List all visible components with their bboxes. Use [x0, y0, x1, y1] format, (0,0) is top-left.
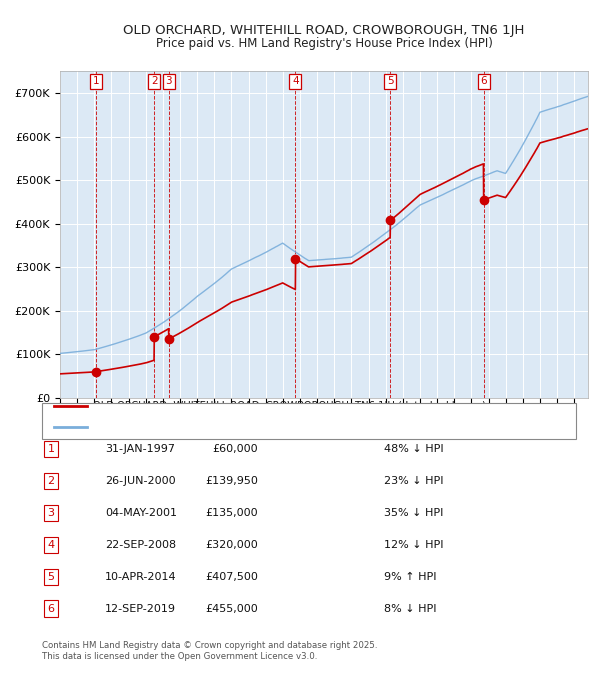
Text: 3: 3	[47, 508, 55, 517]
Text: Price paid vs. HM Land Registry's House Price Index (HPI): Price paid vs. HM Land Registry's House …	[155, 37, 493, 50]
Text: 12-SEP-2019: 12-SEP-2019	[105, 604, 176, 613]
Text: 23% ↓ HPI: 23% ↓ HPI	[384, 476, 443, 486]
Text: 4: 4	[47, 540, 55, 549]
Text: OLD ORCHARD, WHITEHILL ROAD, CROWBOROUGH, TN6 1JH: OLD ORCHARD, WHITEHILL ROAD, CROWBOROUGH…	[124, 24, 524, 37]
Text: 4: 4	[292, 76, 299, 86]
Text: 5: 5	[47, 572, 55, 581]
Text: 10-APR-2014: 10-APR-2014	[105, 572, 176, 581]
Text: Contains HM Land Registry data © Crown copyright and database right 2025.
This d: Contains HM Land Registry data © Crown c…	[42, 641, 377, 662]
Text: £139,950: £139,950	[205, 476, 258, 486]
Text: 1: 1	[92, 76, 99, 86]
Text: 26-JUN-2000: 26-JUN-2000	[105, 476, 176, 486]
Text: HPI: Average price, detached house, Wealden: HPI: Average price, detached house, Weal…	[93, 422, 320, 432]
Text: 5: 5	[387, 76, 394, 86]
Text: 2: 2	[47, 476, 55, 486]
Text: 8% ↓ HPI: 8% ↓ HPI	[384, 604, 437, 613]
Text: 2: 2	[151, 76, 157, 86]
Text: 9% ↑ HPI: 9% ↑ HPI	[384, 572, 437, 581]
Text: 22-SEP-2008: 22-SEP-2008	[105, 540, 176, 549]
Text: 04-MAY-2001: 04-MAY-2001	[105, 508, 177, 517]
Text: 48% ↓ HPI: 48% ↓ HPI	[384, 444, 443, 454]
Text: 3: 3	[166, 76, 172, 86]
Text: 35% ↓ HPI: 35% ↓ HPI	[384, 508, 443, 517]
Text: 6: 6	[480, 76, 487, 86]
Text: OLD ORCHARD, WHITEHILL ROAD, CROWBOROUGH, TN6 1JH (detached house): OLD ORCHARD, WHITEHILL ROAD, CROWBOROUGH…	[93, 401, 486, 411]
Text: £320,000: £320,000	[205, 540, 258, 549]
Text: 1: 1	[47, 444, 55, 454]
Text: 31-JAN-1997: 31-JAN-1997	[105, 444, 175, 454]
Text: 12% ↓ HPI: 12% ↓ HPI	[384, 540, 443, 549]
Text: £455,000: £455,000	[205, 604, 258, 613]
Text: 6: 6	[47, 604, 55, 613]
Text: £135,000: £135,000	[205, 508, 258, 517]
Text: £60,000: £60,000	[212, 444, 258, 454]
Text: £407,500: £407,500	[205, 572, 258, 581]
